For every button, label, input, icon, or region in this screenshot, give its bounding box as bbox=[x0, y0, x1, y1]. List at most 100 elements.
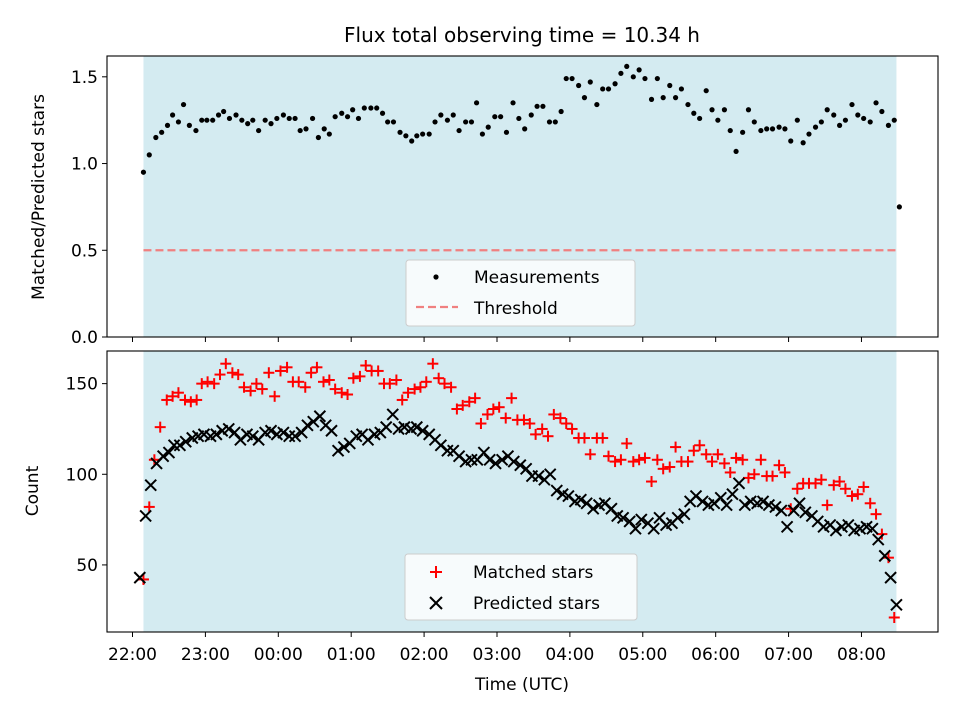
measurement-point bbox=[600, 86, 606, 92]
matched-star-point bbox=[281, 361, 293, 373]
measurement-point bbox=[788, 138, 794, 144]
predicted-star-point bbox=[647, 522, 660, 535]
measurement-point bbox=[812, 124, 819, 130]
matched-star-point bbox=[329, 383, 341, 395]
matched-star-point bbox=[876, 528, 888, 540]
matched-star-point bbox=[700, 448, 712, 460]
matched-star-point bbox=[220, 358, 232, 370]
matched-star-point bbox=[409, 383, 421, 395]
matched-star-point bbox=[402, 387, 414, 399]
measurement-point bbox=[463, 119, 469, 125]
matched-star-point bbox=[311, 361, 323, 373]
predicted-star-point bbox=[587, 502, 600, 515]
measurement-point bbox=[849, 101, 855, 108]
measurement-point bbox=[250, 117, 256, 123]
matched-star-point bbox=[185, 396, 197, 408]
predicted-star-point bbox=[264, 424, 278, 437]
matched-star-point bbox=[439, 378, 451, 390]
matched-star-point bbox=[566, 423, 578, 435]
matched-star-point bbox=[542, 430, 554, 442]
matched-star-point bbox=[500, 412, 512, 424]
measurement-point bbox=[350, 107, 356, 113]
measurement-point bbox=[824, 107, 830, 113]
x-tick-label: 07:00 bbox=[764, 645, 813, 665]
matched-star-point bbox=[560, 418, 572, 430]
measurement-point bbox=[552, 119, 558, 125]
matched-star-point bbox=[706, 456, 718, 468]
measurement-point bbox=[534, 103, 540, 109]
measurement-point bbox=[709, 107, 715, 113]
bottom-x-axis-ticks: 22:00 23:00 00:00 01:00 02:00 03:00 04:00 05:00… bbox=[108, 632, 886, 665]
matched-star-point bbox=[737, 454, 749, 466]
predicted-star-point bbox=[514, 459, 527, 472]
predicted-star-point bbox=[386, 408, 399, 421]
measurement-point bbox=[479, 131, 486, 137]
matched-star-point bbox=[755, 454, 767, 466]
predicted-star-point bbox=[167, 439, 181, 452]
matched-star-point bbox=[336, 387, 348, 399]
measurement-point bbox=[332, 114, 338, 120]
predicted-star-point bbox=[635, 513, 648, 526]
matched-star-point bbox=[621, 437, 633, 449]
matched-star-point bbox=[718, 457, 730, 469]
matched-star-point bbox=[882, 552, 894, 564]
top-x-axis-ticks bbox=[132, 337, 862, 342]
measurement-point bbox=[540, 103, 546, 109]
matched-star-point bbox=[810, 477, 822, 489]
measurement-point bbox=[818, 119, 824, 125]
predicted-star-point bbox=[519, 462, 533, 476]
matched-star-point bbox=[584, 448, 596, 460]
measurements-legend-marker bbox=[433, 274, 439, 280]
matched-star-point bbox=[493, 401, 505, 413]
matched-star-point bbox=[167, 390, 179, 402]
matched-star-point bbox=[154, 421, 166, 433]
matched-star-point bbox=[779, 466, 791, 478]
matched-star-point bbox=[414, 381, 426, 393]
measurement-point bbox=[397, 129, 403, 135]
measurement-point bbox=[492, 114, 498, 120]
measurement-point bbox=[794, 117, 800, 123]
measurement-point bbox=[800, 140, 806, 146]
matched-star-point bbox=[852, 488, 864, 500]
matched-star-point bbox=[694, 439, 706, 451]
measurement-point bbox=[867, 119, 873, 125]
matched-star-point bbox=[664, 461, 676, 473]
measurement-point bbox=[764, 126, 770, 132]
top-y-tick-label: 1.0 bbox=[71, 155, 98, 175]
matched-star-point bbox=[299, 381, 311, 393]
legend-measurements: Measurements bbox=[474, 268, 600, 288]
chart-title: Flux total observing time = 10.34 h bbox=[344, 23, 700, 47]
predicted-star-point bbox=[780, 520, 794, 534]
legend-predicted-stars: Predicted stars bbox=[473, 594, 600, 614]
predicted-star-point bbox=[738, 498, 752, 512]
measurement-point bbox=[180, 101, 187, 108]
predicted-star-point bbox=[139, 509, 152, 523]
matched-star-point bbox=[554, 412, 566, 424]
matched-star-point bbox=[657, 463, 669, 475]
matched-star-point bbox=[354, 370, 366, 382]
measurement-point bbox=[245, 121, 251, 127]
measurement-point bbox=[368, 105, 374, 111]
measurement-point bbox=[268, 121, 274, 127]
matched-star-point bbox=[530, 428, 542, 440]
measurement-point bbox=[721, 107, 728, 113]
matched-star-point bbox=[548, 408, 560, 420]
measurement-point bbox=[563, 75, 569, 82]
matched-star-point bbox=[360, 360, 372, 372]
measurement-point bbox=[648, 96, 655, 102]
matched-star-point bbox=[143, 501, 155, 513]
predicted-star-point bbox=[616, 511, 630, 524]
matched-star-point bbox=[767, 470, 779, 482]
matched-star-point bbox=[196, 378, 208, 390]
measurement-point bbox=[831, 112, 837, 118]
predicted-star-point bbox=[769, 500, 782, 514]
matched-star-point bbox=[323, 374, 335, 386]
measurement-point bbox=[703, 88, 709, 94]
measurement-point bbox=[409, 138, 415, 144]
matched-star-point bbox=[615, 454, 627, 466]
matched-star-point bbox=[269, 390, 281, 402]
measurement-point bbox=[210, 117, 216, 123]
predicted-star-point bbox=[605, 502, 618, 515]
matched-star-point bbox=[396, 394, 408, 406]
measurement-point bbox=[510, 100, 516, 106]
